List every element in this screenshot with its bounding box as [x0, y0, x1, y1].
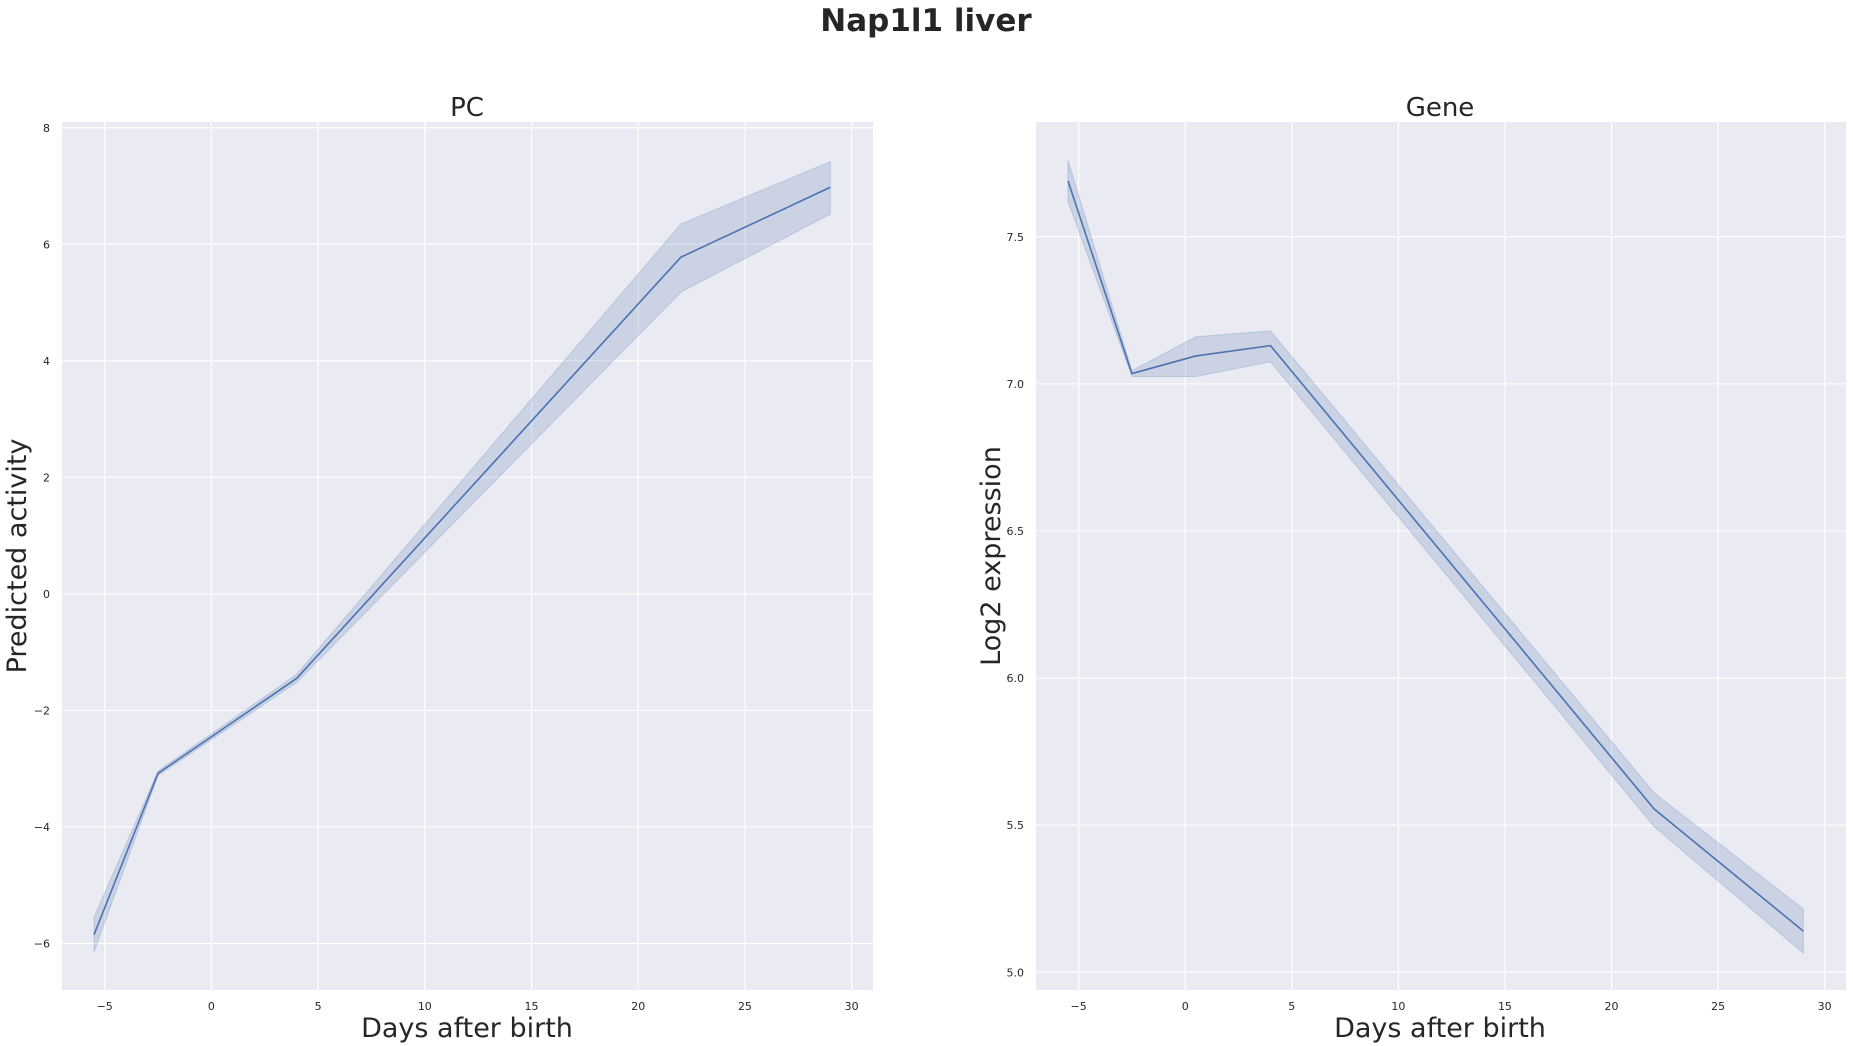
y-tick-label-pc: −2 — [34, 704, 50, 717]
y-tick-label-pc: 2 — [43, 471, 50, 484]
grid-pc — [62, 122, 873, 990]
y-ticks-pc: −6 −4 −2 0 2 4 6 8 — [34, 122, 50, 951]
x-tick-label-gene: 25 — [1711, 1000, 1725, 1013]
y-tick-label-gene: 6.5 — [1007, 525, 1025, 538]
x-tick-label-pc: 30 — [845, 1000, 859, 1013]
x-ticks-pc: −5 0 5 10 15 20 25 30 — [97, 1000, 859, 1013]
chart-pc: −5 0 5 10 15 20 25 30 −6 −4 −2 0 2 4 6 8 PC Days after… — [2, 93, 873, 1044]
x-tick-label-pc: −5 — [97, 1000, 113, 1013]
y-tick-label-pc: 8 — [43, 122, 50, 135]
x-ticks-gene: −5 0 5 10 15 20 25 30 — [1071, 1000, 1832, 1013]
plot-area-pc — [62, 122, 873, 990]
x-tick-label-gene: 10 — [1391, 1000, 1405, 1013]
x-tick-label-pc: 10 — [418, 1000, 432, 1013]
x-tick-label-gene: 20 — [1605, 1000, 1619, 1013]
y-tick-label-pc: −4 — [34, 821, 50, 834]
y-tick-label-pc: 4 — [43, 355, 50, 368]
chart-title-gene: Gene — [1406, 93, 1475, 123]
series-line-gene — [1067, 180, 1804, 932]
x-tick-label-gene: 0 — [1182, 1000, 1189, 1013]
y-axis-label-pc: Predicted activity — [2, 439, 33, 674]
x-axis-label-pc: Days after birth — [361, 1013, 573, 1044]
x-tick-label-pc: 20 — [631, 1000, 645, 1013]
y-tick-label-pc: 6 — [43, 238, 50, 251]
x-tick-label-gene: −5 — [1071, 1000, 1087, 1013]
y-tick-label-pc: 0 — [43, 588, 50, 601]
confidence-band-gene — [1067, 160, 1804, 955]
x-tick-label-gene: 5 — [1288, 1000, 1295, 1013]
x-tick-label-gene: 15 — [1498, 1000, 1512, 1013]
x-tick-label-pc: 25 — [738, 1000, 752, 1013]
y-tick-label-gene: 7.5 — [1007, 231, 1025, 244]
x-tick-label-gene: 30 — [1818, 1000, 1832, 1013]
grid-gene — [1036, 122, 1846, 990]
y-tick-label-gene: 5.0 — [1007, 966, 1025, 979]
confidence-band-pc — [93, 160, 831, 953]
series-line-pc — [93, 186, 831, 935]
x-tick-label-pc: 15 — [525, 1000, 539, 1013]
y-tick-label-gene: 7.0 — [1007, 378, 1025, 391]
x-axis-label-gene: Days after birth — [1334, 1013, 1546, 1044]
y-tick-label-gene: 5.5 — [1007, 819, 1025, 832]
y-axis-label-gene: Log2 expression — [976, 446, 1007, 666]
plot-area-gene — [1036, 122, 1846, 990]
figure-title: Nap1l1 liver — [820, 3, 1032, 39]
y-ticks-gene: 5.0 5.5 6.0 6.5 7.0 7.5 — [1007, 231, 1025, 980]
y-tick-label-gene: 6.0 — [1007, 672, 1025, 685]
y-tick-label-pc: −6 — [34, 937, 50, 950]
x-tick-label-pc: 0 — [208, 1000, 215, 1013]
x-tick-label-pc: 5 — [315, 1000, 322, 1013]
chart-gene: −5 0 5 10 15 20 25 30 5.0 5.5 6.0 6.5 7.0 7.5 Gene D… — [976, 93, 1846, 1044]
chart-title-pc: PC — [450, 93, 484, 123]
